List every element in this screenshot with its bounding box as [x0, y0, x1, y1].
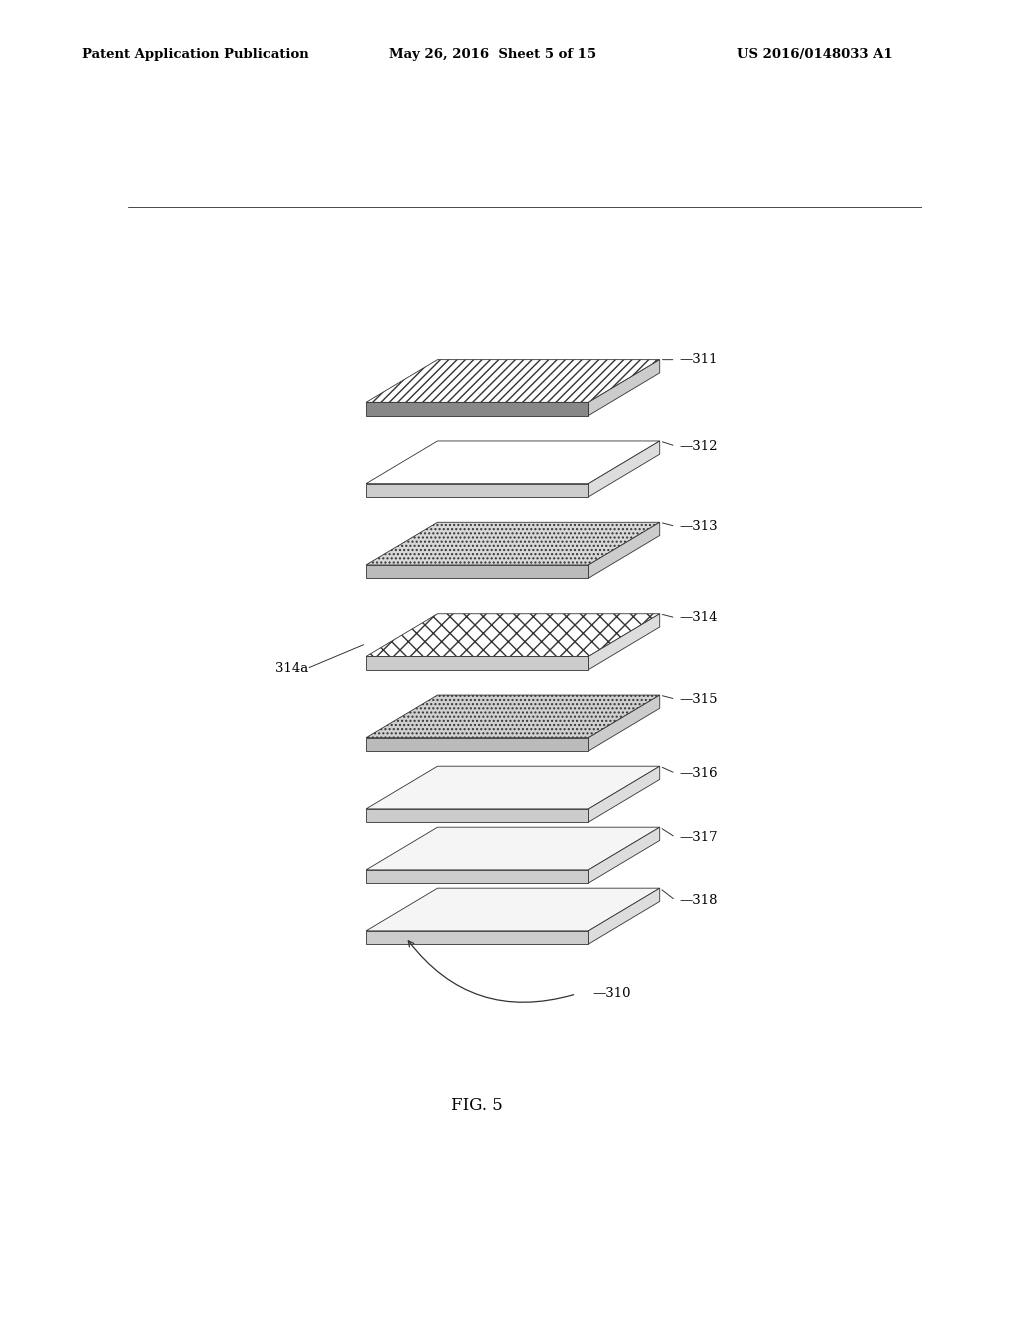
Polygon shape — [367, 441, 659, 483]
Text: —311: —311 — [680, 354, 718, 366]
Polygon shape — [367, 359, 659, 403]
Polygon shape — [367, 888, 659, 931]
Polygon shape — [588, 359, 659, 416]
Text: —312: —312 — [680, 440, 718, 453]
Polygon shape — [588, 766, 659, 822]
Text: —315: —315 — [680, 693, 718, 706]
Text: —310: —310 — [592, 987, 631, 1001]
Polygon shape — [367, 656, 588, 669]
Polygon shape — [367, 614, 659, 656]
Text: Patent Application Publication: Patent Application Publication — [82, 48, 308, 61]
Text: 314a: 314a — [274, 663, 308, 675]
Polygon shape — [588, 888, 659, 944]
Polygon shape — [367, 403, 588, 416]
Text: —313: —313 — [680, 520, 718, 533]
Polygon shape — [367, 809, 588, 822]
Text: —318: —318 — [680, 894, 718, 907]
Polygon shape — [367, 870, 588, 883]
Text: FIG. 5: FIG. 5 — [452, 1097, 503, 1114]
Polygon shape — [367, 931, 588, 944]
Text: May 26, 2016  Sheet 5 of 15: May 26, 2016 Sheet 5 of 15 — [389, 48, 596, 61]
Polygon shape — [367, 565, 588, 578]
Polygon shape — [367, 696, 659, 738]
Polygon shape — [367, 483, 588, 496]
Polygon shape — [588, 696, 659, 751]
Polygon shape — [367, 738, 588, 751]
Text: —316: —316 — [680, 767, 718, 780]
Text: —317: —317 — [680, 830, 718, 843]
Polygon shape — [588, 828, 659, 883]
Polygon shape — [367, 766, 659, 809]
Polygon shape — [588, 441, 659, 496]
Polygon shape — [367, 523, 659, 565]
Text: US 2016/0148033 A1: US 2016/0148033 A1 — [737, 48, 893, 61]
Text: —314: —314 — [680, 611, 718, 624]
Polygon shape — [588, 523, 659, 578]
Polygon shape — [588, 614, 659, 669]
Polygon shape — [367, 828, 659, 870]
